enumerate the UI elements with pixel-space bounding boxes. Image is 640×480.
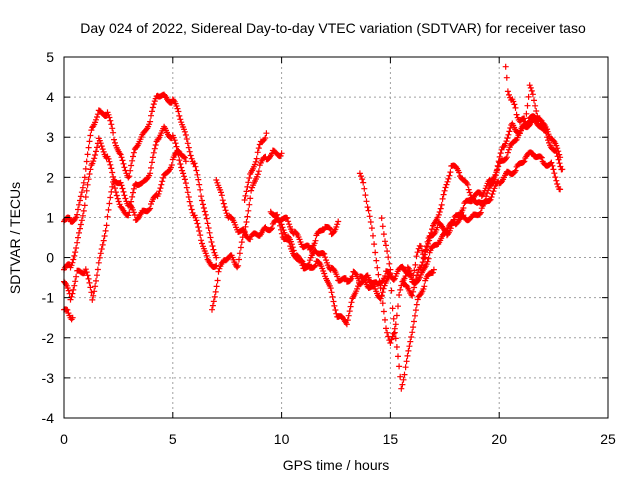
y-tick-label: 0	[46, 250, 54, 266]
series-track-g	[241, 130, 270, 203]
x-tick-label: 10	[274, 431, 290, 447]
x-tick-label: 5	[169, 431, 177, 447]
data-point-marks	[278, 221, 372, 288]
y-tick-label: 3	[46, 129, 54, 145]
y-tick-label: 1	[46, 209, 54, 225]
chart-title: Day 024 of 2022, Sidereal Day-to-day VTE…	[80, 20, 586, 36]
series-track-n	[422, 113, 566, 255]
x-tick-label: 20	[491, 431, 507, 447]
plot-frame	[63, 56, 609, 419]
x-tick-label: 0	[60, 431, 68, 447]
series-track-i	[278, 221, 372, 288]
data-point-marks	[378, 215, 437, 392]
data-point-marks	[241, 130, 270, 203]
y-tick-label: -1	[42, 290, 55, 306]
data-point-marks	[209, 147, 285, 313]
x-axis-title: GPS time / hours	[283, 457, 390, 473]
y-tick-label: -3	[42, 370, 55, 386]
data-point-marks	[502, 63, 551, 134]
y-axis: -4 -3 -2 -1 0 1 2 3 4 5	[42, 49, 608, 426]
series-track-e	[213, 177, 342, 253]
x-tick-label: 25	[600, 431, 616, 447]
grid	[64, 57, 608, 418]
y-tick-label: -2	[42, 330, 55, 346]
x-axis: 0 5 10 15 20 25	[60, 57, 616, 447]
y-tick-label: 4	[46, 89, 54, 105]
y-axis-title: SDTVAR / TECUs	[7, 182, 23, 294]
x-tick-label: 15	[383, 431, 399, 447]
series-track-o	[502, 63, 551, 134]
data-point-marks	[400, 149, 564, 299]
data-point-marks	[422, 113, 566, 255]
data-point-marks	[213, 177, 342, 253]
y-tick-label: -4	[42, 410, 55, 426]
series-track-m	[400, 149, 564, 299]
series-track-k	[378, 215, 437, 392]
y-tick-label: 2	[46, 169, 54, 185]
y-tick-label: 5	[46, 49, 54, 65]
series-track-f	[209, 147, 285, 313]
